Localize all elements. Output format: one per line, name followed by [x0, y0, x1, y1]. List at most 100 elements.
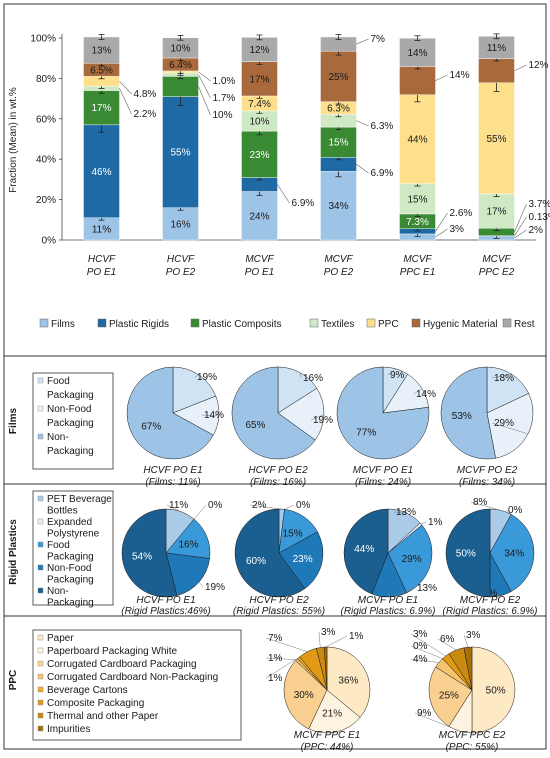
pie-legend-label: Impurities: [47, 724, 90, 735]
bar-value-label: 7%: [371, 34, 386, 45]
bar-value-label: 44%: [407, 135, 427, 146]
pie-title: HCVF PO E2: [248, 465, 308, 476]
pie-value-label: 0%: [508, 505, 523, 516]
pie-value-label: 9%: [417, 708, 432, 719]
bar-value-label: 6.3%: [371, 121, 394, 132]
bar-value-label: 17%: [486, 207, 506, 218]
bar-value-label: 24%: [249, 211, 269, 222]
legend-label: Plastic Composits: [202, 319, 281, 330]
pie-value-label: 21%: [322, 709, 342, 720]
pie-value-label: 77%: [356, 427, 376, 438]
legend-swatch: [191, 319, 199, 327]
pie-value-label: 6%: [440, 634, 455, 645]
pie-legend-swatch: [38, 661, 43, 666]
bar-value-label: 6.9%: [292, 198, 315, 209]
pie-title: MCVF PO E2: [457, 465, 518, 476]
pie-title: MCVF PO E1: [358, 595, 418, 606]
bar-value-label: 55%: [486, 134, 506, 145]
pie-legend-swatch: [38, 674, 43, 679]
pie-value-label: 3%: [466, 630, 481, 641]
bar-value-label: 1.7%: [213, 93, 236, 104]
bar-value-label: 14%: [450, 70, 470, 81]
pie-legend-swatch: [38, 434, 43, 439]
pie-value-label: 8%: [473, 497, 488, 508]
pie-legend-label: Paperboard Packaging White: [47, 646, 178, 657]
callout-line: [357, 39, 369, 44]
pie-subtitle: (Rigid Plastics: 6.9%): [442, 606, 537, 617]
legend-swatch: [412, 319, 420, 327]
pie-callout-line: [194, 505, 206, 519]
pie-value-label: 0%: [296, 500, 311, 511]
callout-line: [515, 65, 527, 71]
callout-line: [199, 75, 211, 98]
pie-title: HCVF PO E1: [136, 595, 195, 606]
pie-value-label: 23%: [293, 554, 313, 565]
callout-line: [515, 230, 527, 238]
y-tick-label: 80%: [36, 74, 56, 85]
pie-value-label: 16%: [178, 540, 198, 551]
bar-value-label: 4.8%: [134, 89, 157, 100]
pie-legend-swatch: [38, 687, 43, 692]
bar-value-label: 34%: [328, 201, 348, 212]
pie-value-label: 4%: [413, 654, 428, 665]
bar-value-label: 55%: [170, 148, 190, 159]
legend-swatch: [310, 319, 318, 327]
pie-value-label: 29%: [494, 418, 514, 429]
pie-legend-swatch: [38, 406, 43, 411]
x-tick-label: PO E2: [324, 267, 354, 278]
bar-value-label: 6.3%: [327, 103, 350, 114]
pie-value-label: 34%: [504, 549, 524, 560]
x-tick-label: PPC E1: [400, 267, 436, 278]
x-tick-label: MCVF: [482, 254, 511, 265]
bar-value-label: 3%: [450, 224, 465, 235]
pie-value-label: 30%: [294, 690, 314, 701]
bar-value-label: 12%: [529, 60, 549, 71]
pie-subtitle: (PPC: 55%): [446, 742, 499, 753]
callout-line: [199, 86, 211, 115]
pie-value-label: 3%: [413, 629, 428, 640]
callout-line: [357, 121, 369, 126]
pie-legend-swatch: [38, 542, 43, 547]
bar-value-label: 10%: [170, 43, 190, 54]
bar-legend: Films Plastic Rigids Plastic Composits Text…: [40, 319, 535, 330]
pie-value-label: 19%: [313, 415, 333, 426]
bar-value-label: 7.3%: [406, 217, 429, 228]
pie-title: MCVF PPC E1: [294, 730, 361, 741]
bar-value-label: 6.5%: [90, 65, 113, 76]
x-tick-label: PPC E2: [479, 267, 515, 278]
bar-value-label: 13%: [91, 46, 111, 57]
pie-value-label: 14%: [416, 389, 436, 400]
bar-value-label: 2%: [529, 225, 544, 236]
x-tick-label: HCVF: [88, 254, 116, 265]
pie-value-label: 11%: [169, 500, 188, 511]
pie-value-label: 14%: [204, 410, 224, 421]
callout-line: [199, 72, 211, 81]
legend-label: Films: [51, 319, 75, 330]
legend-swatch: [98, 319, 106, 327]
pie-value-label: 1%: [268, 673, 283, 684]
pie-legend-swatch: [38, 519, 43, 524]
pie-legend-swatch: [38, 565, 43, 570]
legend-label: Plastic Rigids: [109, 319, 169, 330]
callout-line: [436, 75, 448, 81]
pie-title: HCVF PO E1: [143, 465, 202, 476]
pie-legend-label: Beverage Cartons: [47, 685, 128, 696]
legend-label: Textiles: [321, 319, 354, 330]
pie-title: MCVF PPC E2: [439, 730, 506, 741]
y-tick-label: 0%: [42, 236, 57, 247]
bar-value-label: 2.2%: [134, 109, 157, 120]
x-tick-label: PO E1: [245, 267, 274, 278]
bar-value-label: 2.6%: [450, 208, 473, 219]
row-label: PPC: [8, 670, 19, 691]
pie-value-label: 2%: [252, 500, 267, 511]
pie-legend-label: Corrugated Cardboard Non-Packaging: [47, 672, 218, 683]
pie-value-label: 53%: [452, 411, 472, 422]
pie-subtitle: (PPC: 44%): [301, 742, 354, 753]
pie-value-label: 67%: [141, 421, 161, 432]
